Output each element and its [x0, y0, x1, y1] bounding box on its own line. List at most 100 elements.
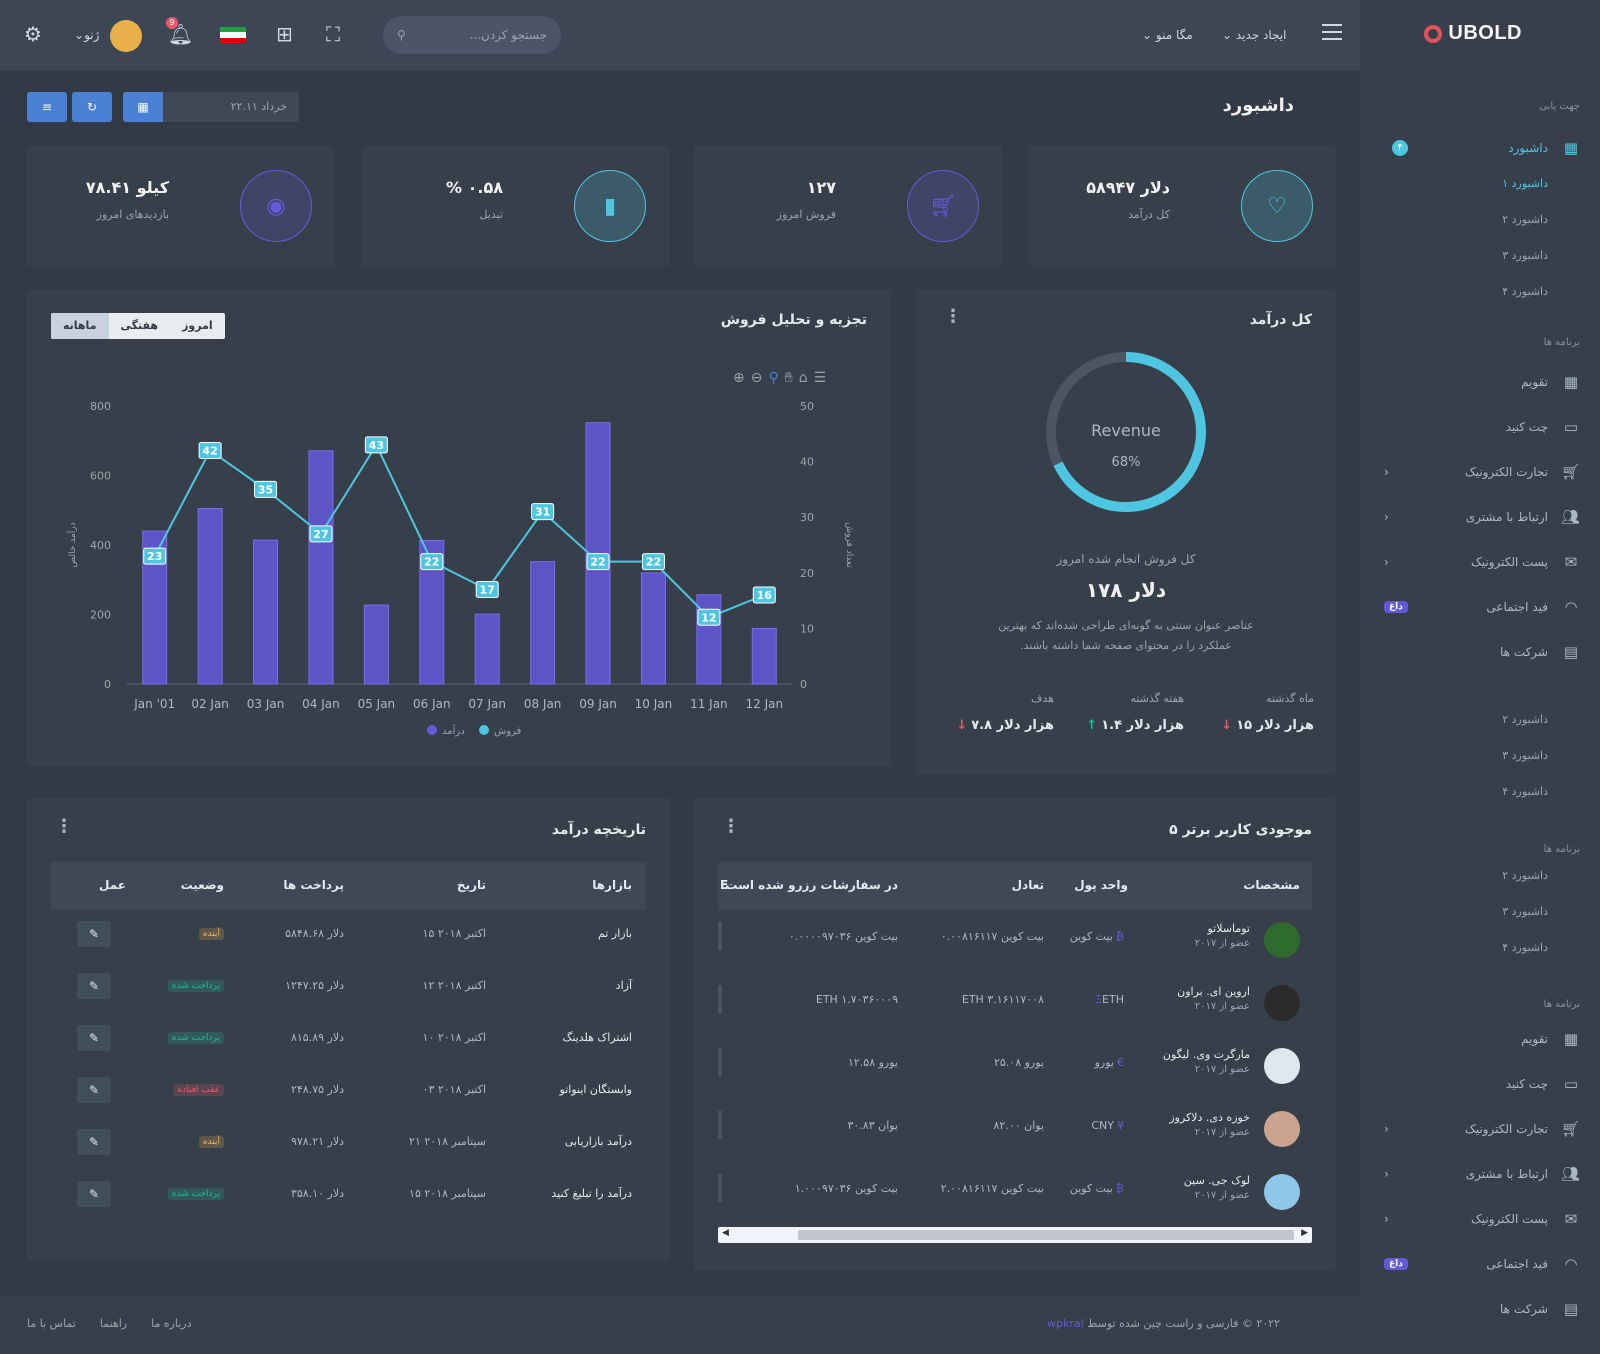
refresh-button[interactable]: ↻	[72, 92, 112, 122]
bar	[253, 539, 279, 685]
sidebar-subitem[interactable]: داشبورد ۴	[1502, 785, 1548, 798]
bar	[308, 450, 334, 685]
scroll-left-icon[interactable]: ◀	[722, 1228, 729, 1238]
sidebar-item-app[interactable]: 🛒︎ تجارت الکترونیک ‹	[1380, 460, 1580, 484]
donut-arc	[1046, 352, 1206, 512]
user-name[interactable]: لوک جی. سین	[1183, 1174, 1250, 1187]
table-row[interactable]: توماسلاتو عضو از ۲۰۱۷ ₿بیت کوین ۰.۰۰۸۱۶۱۱۷ …	[718, 922, 1312, 982]
author-link[interactable]: wpkral	[1047, 1317, 1084, 1330]
reset-home-icon[interactable]: ⌂	[798, 370, 808, 386]
sidebar-subitem[interactable]: داشبورد ۴	[1502, 285, 1548, 298]
flag-iran-icon[interactable]	[220, 27, 246, 43]
sidebar-item-app[interactable]: 👥︎ ارتباط با مشتری ‹	[1380, 1162, 1580, 1186]
edit-button[interactable]: ✎	[77, 1181, 111, 1207]
search-box[interactable]: جستجو کردن... ⚲	[383, 16, 561, 54]
tab-period[interactable]: امروز	[182, 319, 213, 332]
sidebar-subitem[interactable]: داشبورد ۱	[1502, 177, 1548, 190]
sidebar-item-app[interactable]: 👥︎ ارتباط با مشتری ‹	[1380, 505, 1580, 529]
brand-name: UBOLD	[1448, 22, 1522, 44]
y-tick-right: 0	[800, 678, 807, 691]
sidebar-subitem[interactable]: داشبورد ۳	[1502, 249, 1548, 262]
sidebar-item-app[interactable]: ◠ فید اجتماعی داغ	[1380, 595, 1580, 619]
avatar[interactable]	[110, 20, 142, 52]
horizontal-scrollbar[interactable]: ◀ ▶	[718, 1227, 1312, 1243]
sidebar-item-app[interactable]: ▤ شرکت ها	[1380, 640, 1580, 664]
more-vertical-icon[interactable]: ⋮	[722, 816, 740, 837]
fullscreen-icon[interactable]: ⛶	[326, 22, 340, 46]
sidebar-item-app[interactable]: ▭ چت کنید	[1380, 415, 1580, 439]
sidebar-item-app[interactable]: ▤ شرکت ها	[1380, 1297, 1580, 1321]
scroll-right-icon[interactable]: ▶	[1301, 1228, 1308, 1238]
sidebar-subitem[interactable]: داشبورد ۳	[1502, 749, 1548, 762]
sidebar-badge: ۴	[1392, 140, 1408, 156]
sidebar-item-app[interactable]: 🛒︎ تجارت الکترونیک ‹	[1380, 1117, 1580, 1141]
date: ۱۲ اکتبر ۲۰۱۸	[422, 979, 486, 992]
apps-grid-icon[interactable]: ⊞	[276, 22, 293, 46]
tab-period[interactable]: ماهانه	[51, 313, 109, 339]
sidebar-item-app[interactable]: ◠ فید اجتماعی داغ	[1380, 1252, 1580, 1276]
menu-toggle-icon[interactable]	[1322, 24, 1342, 45]
zoom-in-icon[interactable]: ⊕	[733, 370, 745, 386]
y-tick-left: 600	[90, 470, 111, 483]
target-label: ماه گذشته	[1266, 692, 1314, 705]
more-vertical-icon[interactable]: ⋮	[55, 816, 73, 837]
edit-button[interactable]: ✎	[77, 1025, 111, 1051]
sidebar-subitem[interactable]: داشبورد ۲	[1502, 213, 1548, 226]
sidebar-item-dashboard[interactable]: ▦ داشبورد ۴	[1380, 136, 1580, 160]
user-name[interactable]: مارگرت وی. لیگون	[1162, 1048, 1250, 1061]
filter-button[interactable]: ≡	[27, 92, 67, 122]
sidebar-item-app[interactable]: ▦ تقویم	[1380, 1027, 1580, 1051]
x-tick-label: 08 Jan	[524, 697, 562, 711]
sidebar-item-app[interactable]: ▭ چت کنید	[1380, 1072, 1580, 1096]
more-vertical-icon[interactable]: ⋮	[944, 306, 962, 327]
mega-menu[interactable]: ⌄ مگا منو	[1142, 28, 1193, 42]
donut-percent: 68%	[1112, 455, 1141, 470]
edit-button[interactable]: ✎	[77, 1077, 111, 1103]
user-menu[interactable]: ⌄ژنو	[74, 28, 99, 42]
zoom-out-icon[interactable]: ⊖	[750, 370, 763, 386]
chart-menu-icon[interactable]: ☰	[813, 370, 827, 386]
user-name[interactable]: اروین ای. براون	[1177, 985, 1250, 998]
sidebar-subitem[interactable]: داشبورد ۲	[1502, 869, 1548, 882]
footer-link[interactable]: درباره ما	[151, 1317, 192, 1330]
edit-button[interactable]: ✎	[77, 921, 111, 947]
sidebar-subitem[interactable]: داشبورد ۳	[1502, 905, 1548, 918]
settings-gear-icon[interactable]: ⚙	[24, 22, 42, 46]
sidebar-subitem[interactable]: داشبورد ۴	[1502, 941, 1548, 954]
pan-hand-icon[interactable]: ✋︎	[784, 370, 793, 386]
table-row[interactable]: خوزه دی. دلاکروز عضو از ۲۰۱۷ ¥CNY ۸۲.۰۰ یوا…	[718, 1111, 1312, 1171]
zoom-select-icon[interactable]: ⚲	[768, 370, 779, 386]
brand-logo[interactable]: UBOLD	[1424, 22, 1522, 45]
table-row[interactable]: اروین ای. براون عضو از ۲۰۱۷ ΞETH ETH ۳.۱۶۱۱…	[718, 985, 1312, 1045]
bar-chart-icon: ▮	[574, 170, 646, 242]
edit-button[interactable]: ✎	[77, 1129, 111, 1155]
table-row[interactable]: مارگرت وی. لیگون عضو از ۲۰۱۷ €یورو ۲۵.۰۸ یو…	[718, 1048, 1312, 1108]
status-badge: آینده	[198, 1136, 224, 1148]
currency: €یورو	[1095, 1056, 1124, 1069]
x-tick-label: Jan '01	[133, 697, 175, 711]
tab-period[interactable]: هفتگی	[120, 319, 159, 332]
market-name: درآمد را تبلیغ کنید	[551, 1187, 632, 1200]
edit-button[interactable]: ✎	[77, 973, 111, 999]
sidebar-subitem[interactable]: داشبورد ۲	[1502, 713, 1548, 726]
sales-chart: 0 200 400 600 800 0 10 20 30 40 50 درآمد خالص تعداد …	[66, 400, 854, 737]
target-value-text: هزار دلار ۱۵	[1236, 718, 1314, 733]
legend-label[interactable]: فروش	[494, 726, 522, 737]
date-range-picker[interactable]: ▦ خرداد ۲۲.۱۱	[123, 92, 299, 122]
sidebar-item-app[interactable]: ✉ پست الکترونیک ‹	[1380, 550, 1580, 574]
sidebar-item-app[interactable]: ✉ پست الکترونیک ‹	[1380, 1207, 1580, 1231]
member-since: عضو از ۲۰۱۷	[1194, 1127, 1250, 1138]
data-label: 16	[757, 589, 773, 602]
search-input[interactable]: جستجو کردن...	[469, 28, 547, 42]
data-label-bg	[586, 553, 610, 571]
create-new-menu[interactable]: ⌄ ایجاد جدید	[1222, 28, 1286, 42]
footer-link[interactable]: راهنما	[99, 1317, 128, 1330]
user-name[interactable]: خوزه دی. دلاکروز	[1169, 1111, 1250, 1124]
footer-link[interactable]: تماس با ما	[27, 1317, 76, 1330]
calendar-icon: ▦	[1563, 1030, 1579, 1048]
table-row[interactable]: لوک جی. سین عضو از ۲۰۱۷ ₿بیت کوین ۲.۰۰۸۱۶۱۱…	[718, 1174, 1312, 1234]
user-name[interactable]: توماسلاتو	[1207, 922, 1250, 935]
sidebar-item-app[interactable]: ▦ تقویم	[1380, 370, 1580, 394]
scrollbar-thumb[interactable]	[798, 1230, 1294, 1240]
legend-label[interactable]: درآمد	[442, 724, 465, 737]
